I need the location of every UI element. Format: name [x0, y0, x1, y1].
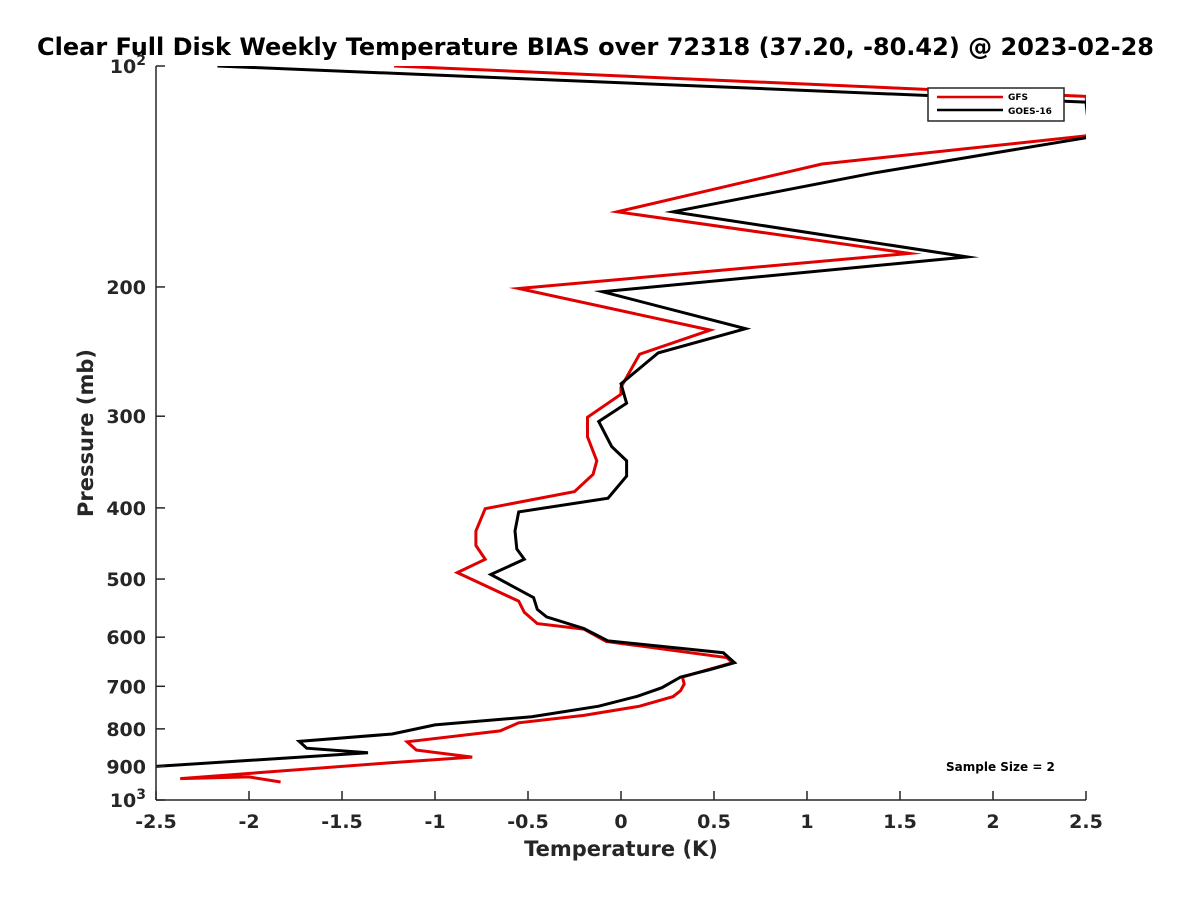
x-tick-label: 2 — [986, 811, 999, 833]
x-tick-label: 1.5 — [883, 811, 917, 833]
y-tick-label: 900 — [106, 756, 146, 778]
legend-box — [927, 87, 1065, 122]
y-tick-label: 103 — [110, 787, 146, 812]
x-tick-label: -2 — [238, 811, 259, 833]
y-tick-label: 102 — [110, 53, 146, 78]
x-tick-label: 1 — [800, 811, 813, 833]
x-tick-label: 0 — [614, 811, 627, 833]
y-tick-label: 600 — [106, 627, 146, 649]
series-line-gfs — [180, 66, 1086, 784]
y-tick-label: 400 — [106, 498, 146, 520]
chart-title: Clear Full Disk Weekly Temperature BIAS … — [37, 33, 1154, 61]
x-axis-ticks: -2.5 -2 -1.5 -1 -0.5 0 0.5 1 1.5 2 2.5 — [135, 791, 1103, 833]
x-tick-label: 0.5 — [697, 811, 731, 833]
x-tick-label: -1.5 — [321, 811, 363, 833]
x-tick-label: -2.5 — [135, 811, 177, 833]
x-tick-label: -1 — [424, 811, 445, 833]
y-tick-label: 700 — [106, 676, 146, 698]
y-axis-ticks: 102 200 300 400 500 600 700 800 900 103 — [106, 53, 165, 812]
series-line-goes16 — [156, 66, 1086, 768]
y-tick-label: 500 — [106, 569, 146, 591]
x-tick-label: 2.5 — [1069, 811, 1103, 833]
x-axis-label: Temperature (K) — [524, 837, 718, 861]
series-layer — [156, 66, 1086, 784]
legend: GFS GOES-16 — [927, 87, 1065, 122]
y-tick-label: 800 — [106, 719, 146, 741]
y-tick-label: 300 — [106, 406, 146, 428]
sample-size-annotation: Sample Size = 2 — [946, 760, 1055, 774]
x-tick-label: -0.5 — [507, 811, 549, 833]
y-tick-label: 200 — [106, 277, 146, 299]
legend-label-goes16: GOES-16 — [1008, 107, 1052, 117]
y-axis-label: Pressure (mb) — [74, 349, 98, 517]
legend-label-gfs: GFS — [1008, 93, 1028, 103]
